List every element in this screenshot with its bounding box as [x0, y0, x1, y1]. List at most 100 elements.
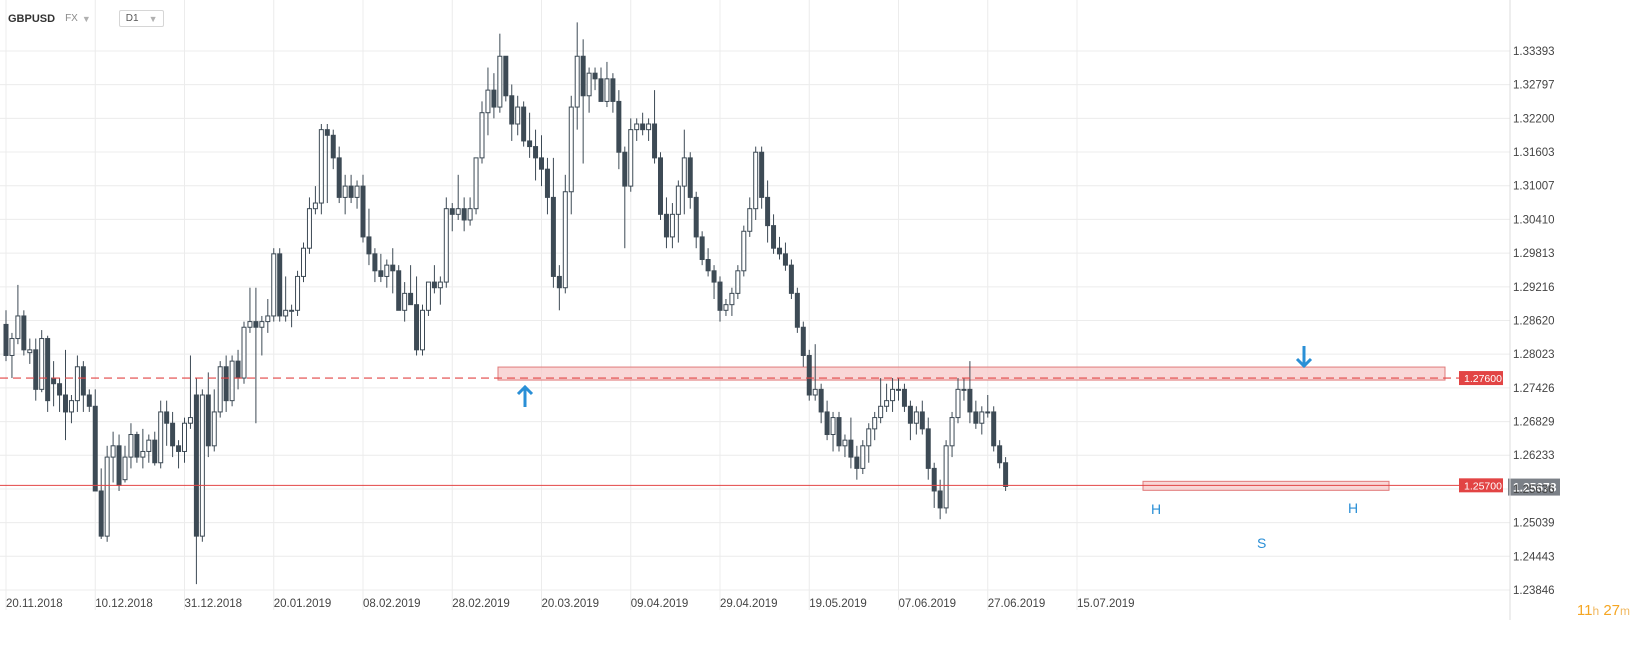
bull-candle [485, 89, 491, 114]
bear-candle [92, 405, 98, 492]
bull-candle [890, 388, 896, 402]
x-tick-label: 29.04.2019 [720, 598, 778, 610]
pattern-label: H [1151, 501, 1161, 517]
bull-candle [681, 157, 687, 187]
bull-candle [425, 281, 431, 311]
bear-candle [687, 157, 693, 198]
bull-candle [420, 309, 425, 351]
bull-candle [979, 411, 985, 424]
bear-candle [134, 434, 140, 458]
bull-candle [586, 72, 592, 97]
bear-candle [967, 388, 973, 413]
bear-candle [788, 264, 794, 294]
y-tick-label: 1.28620 [1513, 315, 1555, 327]
bear-candle [699, 236, 705, 260]
bull-candle [283, 309, 289, 317]
y-tick-label: 1.25039 [1513, 518, 1555, 530]
support-resistance-zones [497, 366, 1446, 491]
y-tick-label: 1.31007 [1513, 181, 1555, 193]
bear-candle [610, 78, 616, 102]
bull-candle [217, 366, 223, 413]
bull-candle [741, 230, 747, 272]
bear-candle [170, 422, 176, 447]
bull-candle [199, 394, 205, 537]
bear-candle [431, 281, 437, 289]
bear-candle [235, 360, 241, 379]
current-price-tag [1508, 478, 1560, 496]
y-tick-label: 1.28023 [1513, 349, 1555, 361]
bull-candle [437, 281, 443, 289]
y-tick-label: 1.25636 [1513, 484, 1555, 496]
bull-candle [354, 185, 360, 198]
bear-candle [491, 89, 497, 108]
bull-candle [187, 417, 193, 424]
bear-candle [193, 394, 199, 537]
bull-candle [402, 292, 408, 311]
bear-candle [98, 490, 104, 537]
horizontal-levels: 1.27600 1.25700 1.25678 [0, 371, 1560, 496]
y-tick-label: 1.32797 [1513, 80, 1555, 92]
y-tick-label: 1.32200 [1513, 113, 1555, 125]
minutes-unit: m [1620, 604, 1630, 618]
bear-candle [503, 55, 509, 97]
bull-candle [110, 445, 116, 458]
bear-candle [592, 72, 598, 80]
bull-candle [128, 434, 134, 458]
y-tick-label: 1.29813 [1513, 248, 1555, 260]
bear-candle [372, 253, 378, 272]
bear-candle [580, 55, 586, 97]
x-tick-label: 31.12.2018 [185, 598, 243, 610]
bear-candle [991, 411, 997, 447]
bear-candle [544, 168, 550, 198]
bull-candle [634, 123, 640, 131]
bear-candle [390, 264, 396, 272]
bull-candle [866, 428, 872, 447]
timeframe-select[interactable]: D1 ▼ [118, 10, 165, 27]
bear-candle [765, 196, 771, 227]
timeframe-value: D1 [125, 13, 139, 24]
bull-candle [384, 264, 390, 277]
bull-candle [289, 309, 295, 312]
bull-candle [675, 185, 681, 215]
bear-candle [33, 349, 39, 390]
bull-candle [830, 417, 836, 436]
bear-candle [901, 388, 907, 407]
bull-candle [943, 445, 949, 509]
bull-candle [39, 338, 45, 390]
bear-candle [205, 394, 211, 447]
bear-candle [223, 366, 229, 402]
market-label[interactable]: FX [65, 13, 78, 24]
y-tick-label: 1.33393 [1513, 46, 1555, 58]
bull-candle [104, 456, 110, 537]
bear-candle [539, 157, 544, 170]
bear-candle [277, 253, 283, 317]
x-tick-label: 08.02.2019 [363, 598, 421, 610]
bear-candle [616, 100, 622, 153]
bear-candle [919, 411, 925, 430]
bull-candle [27, 349, 33, 354]
bear-candle [408, 292, 414, 306]
bear-candle [21, 315, 27, 351]
bear-candle [925, 428, 931, 469]
x-tick-label: 09.04.2019 [631, 598, 689, 610]
bear-candle [711, 270, 717, 283]
bear-candle [663, 213, 669, 238]
symbol-label[interactable]: GBPUSD [8, 12, 56, 25]
bear-candle [533, 146, 539, 159]
bear-candle [152, 439, 158, 464]
bull-candle [443, 208, 449, 283]
x-tick-label: 27.06.2019 [988, 598, 1046, 610]
y-tick-label: 1.26233 [1513, 450, 1555, 462]
bear-candle [818, 388, 824, 413]
bear-candle [931, 467, 937, 492]
bull-candle [669, 213, 675, 238]
bear-candle [622, 151, 628, 187]
bull-candle [158, 411, 164, 464]
bear-candle [348, 185, 354, 198]
bear-candle [693, 196, 699, 238]
chevron-down-icon[interactable]: ▼ [81, 13, 91, 24]
bear-candle [330, 134, 336, 159]
bear-candle [782, 253, 788, 266]
current-price-label: 1.25678 [1513, 481, 1557, 495]
